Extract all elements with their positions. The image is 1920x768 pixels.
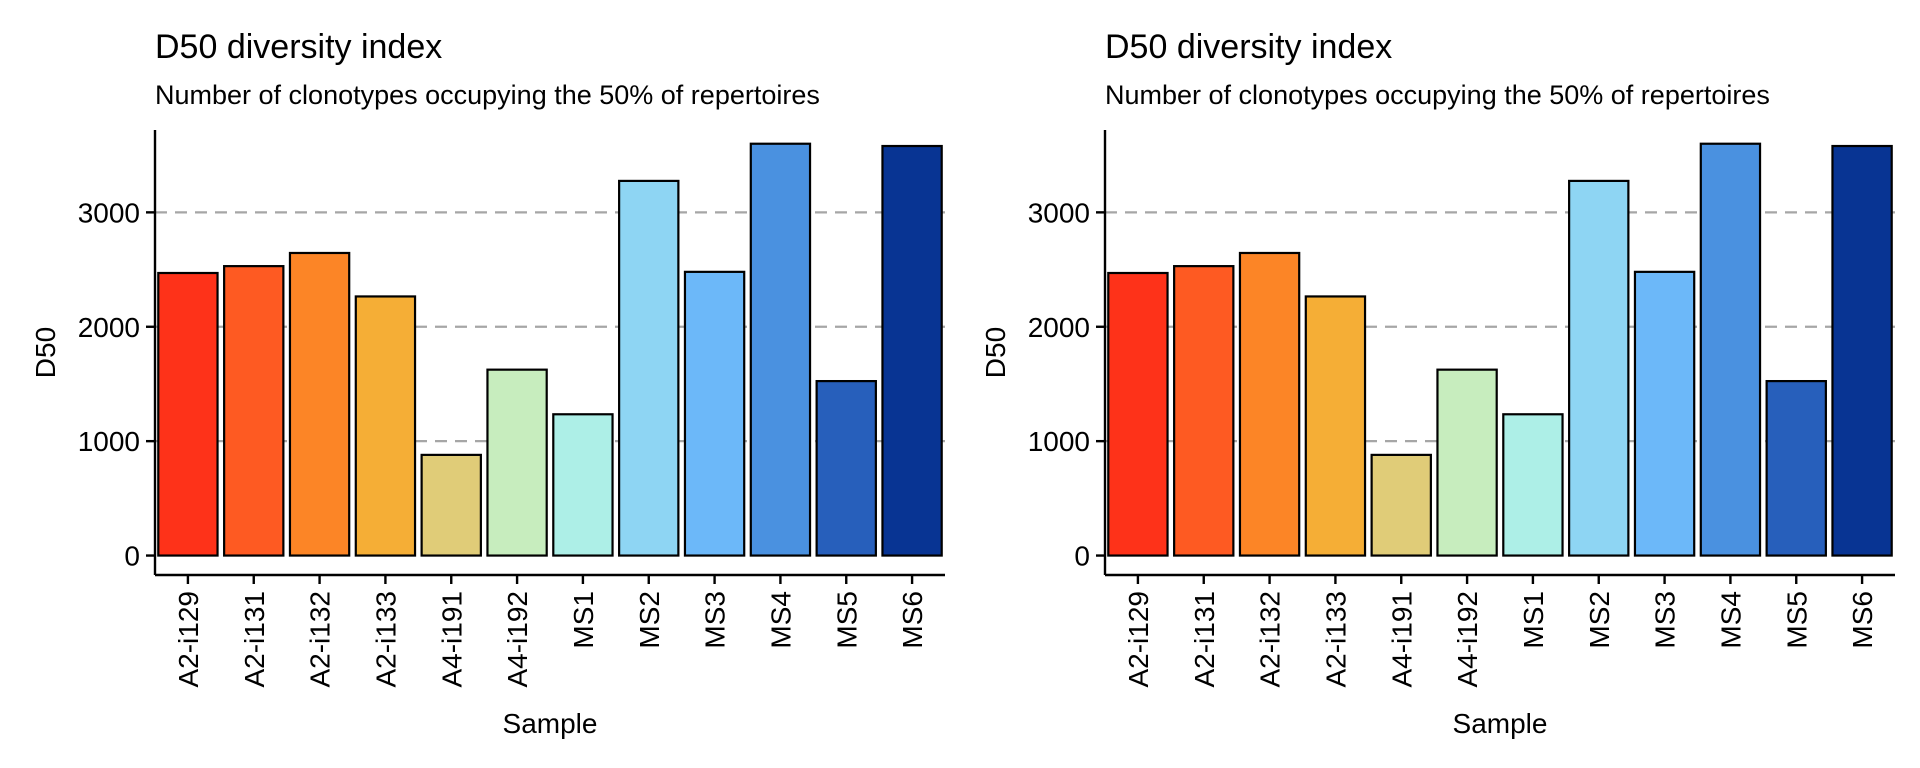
bar-MS3: [683, 270, 746, 557]
x-tick-label: MS6: [897, 591, 928, 649]
y-tick-label: 2000: [1028, 312, 1090, 343]
bar-A4-i191: [1370, 453, 1432, 557]
bar-MS1: [552, 413, 614, 557]
y-axis-title: D50: [30, 327, 61, 378]
bar-MS5: [1765, 379, 1827, 557]
x-tick-label: MS4: [765, 591, 796, 649]
bar-A2-i131: [223, 265, 285, 557]
y-tick-label: 2000: [78, 312, 140, 343]
chart-panel-1: D50 diversity index Number of clonotypes …: [30, 28, 945, 739]
bar-MS1: [1502, 413, 1564, 557]
y-tick-label: 3000: [78, 197, 140, 228]
y-tick-label: 3000: [1028, 197, 1090, 228]
y-tick-label: 0: [1074, 541, 1090, 572]
y-tick-label: 0: [124, 541, 140, 572]
bar-A2-i133: [1304, 295, 1367, 557]
x-tick-label: MS3: [700, 591, 731, 649]
y-axis-title: D50: [980, 327, 1011, 378]
x-tick-label: MS1: [568, 591, 599, 649]
bar-MS3: [1633, 270, 1696, 557]
x-axis-title: Sample: [503, 708, 598, 739]
x-tick-label: A2-i132: [305, 591, 336, 688]
x-tick-label: MS1: [1518, 591, 1549, 649]
x-tick-label: A2-i129: [173, 591, 204, 688]
x-axis-title: Sample: [1453, 708, 1548, 739]
bar-MS4: [749, 142, 812, 557]
x-tick-label: MS5: [831, 591, 862, 649]
x-tick-label: MS5: [1781, 591, 1812, 649]
chart-panel-2: D50 diversity index Number of clonotypes …: [980, 28, 1895, 739]
bar-A2-i133: [354, 295, 417, 557]
x-tick-label: MS4: [1715, 591, 1746, 649]
chart-subtitle: Number of clonotypes occupying the 50% o…: [155, 80, 820, 110]
x-tick-label: MS2: [634, 591, 665, 649]
bar-A4-i192: [486, 368, 548, 557]
chart-subtitle: Number of clonotypes occupying the 50% o…: [1105, 80, 1770, 110]
bar-A2-i131: [1173, 265, 1235, 557]
x-tick-label: A2-i131: [1189, 591, 1220, 688]
bar-MS6: [881, 144, 943, 557]
bar-MS5: [815, 379, 877, 557]
bar-A2-i132: [1238, 251, 1301, 557]
x-tick-label: A2-i133: [1320, 591, 1351, 688]
x-tick-label: A4-i192: [1452, 591, 1483, 688]
x-tick-label: MS2: [1584, 591, 1615, 649]
x-tick-label: A4-i192: [502, 591, 533, 688]
x-tick-label: A2-i133: [370, 591, 401, 688]
y-tick-label: 1000: [78, 426, 140, 457]
bar-A2-i129: [1107, 271, 1169, 557]
bar-MS4: [1699, 142, 1762, 557]
bar-MS2: [618, 179, 680, 557]
x-tick-label: A2-i132: [1255, 591, 1286, 688]
chart-title: D50 diversity index: [1105, 28, 1392, 66]
x-tick-label: MS6: [1847, 591, 1878, 649]
bar-A2-i132: [288, 251, 351, 557]
y-tick-label: 1000: [1028, 426, 1090, 457]
bar-MS6: [1831, 144, 1893, 557]
x-tick-label: A2-i129: [1123, 591, 1154, 688]
chart-title: D50 diversity index: [155, 28, 442, 66]
bar-A2-i129: [157, 271, 219, 557]
x-tick-label: A4-i191: [436, 591, 467, 688]
x-tick-label: MS3: [1650, 591, 1681, 649]
x-tick-label: A4-i191: [1386, 591, 1417, 688]
bar-A4-i192: [1436, 368, 1498, 557]
x-tick-label: A2-i131: [239, 591, 270, 688]
bar-MS2: [1568, 179, 1630, 557]
bar-A4-i191: [420, 453, 482, 557]
